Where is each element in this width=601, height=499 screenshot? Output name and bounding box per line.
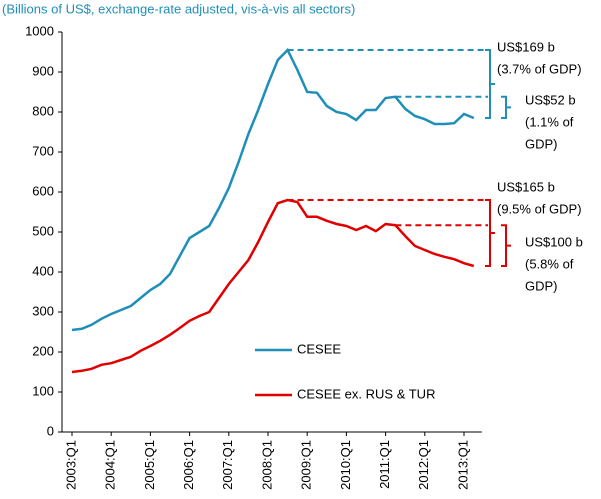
- x-tick-label: 2006:Q1: [181, 440, 196, 490]
- x-tick-label: 2008:Q1: [259, 440, 274, 490]
- bracket: [485, 199, 495, 267]
- y-tick-label: 800: [32, 103, 54, 118]
- x-tick-label: 2013:Q1: [455, 440, 470, 490]
- bracket: [485, 49, 495, 119]
- annotation: (3.7% of GDP): [497, 61, 582, 76]
- annotation: US$169 b: [497, 39, 555, 54]
- annotation: (9.5% of GDP): [497, 201, 582, 216]
- y-tick-label: 500: [32, 223, 54, 238]
- y-tick-label: 0: [47, 423, 54, 438]
- annotation: GDP): [525, 278, 558, 293]
- y-tick-label: 300: [32, 303, 54, 318]
- y-tick-label: 1000: [25, 23, 54, 38]
- x-tick-label: 2005:Q1: [142, 440, 157, 490]
- x-tick-label: 2010:Q1: [338, 440, 353, 490]
- x-tick-label: 2004:Q1: [103, 440, 118, 490]
- y-tick-label: 700: [32, 143, 54, 158]
- x-tick-label: 2007:Q1: [220, 440, 235, 490]
- annotation: US$100 b: [525, 234, 583, 249]
- annotation: US$52 b: [525, 92, 576, 107]
- series-line: [71, 198, 475, 374]
- annotation: US$165 b: [497, 179, 555, 194]
- bracket: [501, 224, 511, 267]
- annotation: (5.8% of: [525, 256, 574, 271]
- legend-label: CESEE ex. RUS & TUR: [297, 386, 435, 401]
- chart-subtitle: (Billions of US$, exchange-rate adjusted…: [2, 1, 355, 16]
- x-tick-label: 2003:Q1: [63, 440, 78, 490]
- x-tick-label: 2009:Q1: [299, 440, 314, 490]
- series-line: [71, 47, 475, 332]
- y-tick-label: 600: [32, 183, 54, 198]
- x-tick-label: 2012:Q1: [416, 440, 431, 490]
- annotation: GDP): [525, 136, 558, 151]
- y-tick-label: 900: [32, 63, 54, 78]
- legend-label: CESEE: [297, 341, 341, 356]
- y-tick-label: 200: [32, 343, 54, 358]
- y-tick-label: 100: [32, 383, 54, 398]
- bracket: [501, 95, 511, 119]
- y-tick-label: 400: [32, 263, 54, 278]
- annotation: (1.1% of: [525, 114, 574, 129]
- x-tick-label: 2011:Q1: [377, 440, 392, 489]
